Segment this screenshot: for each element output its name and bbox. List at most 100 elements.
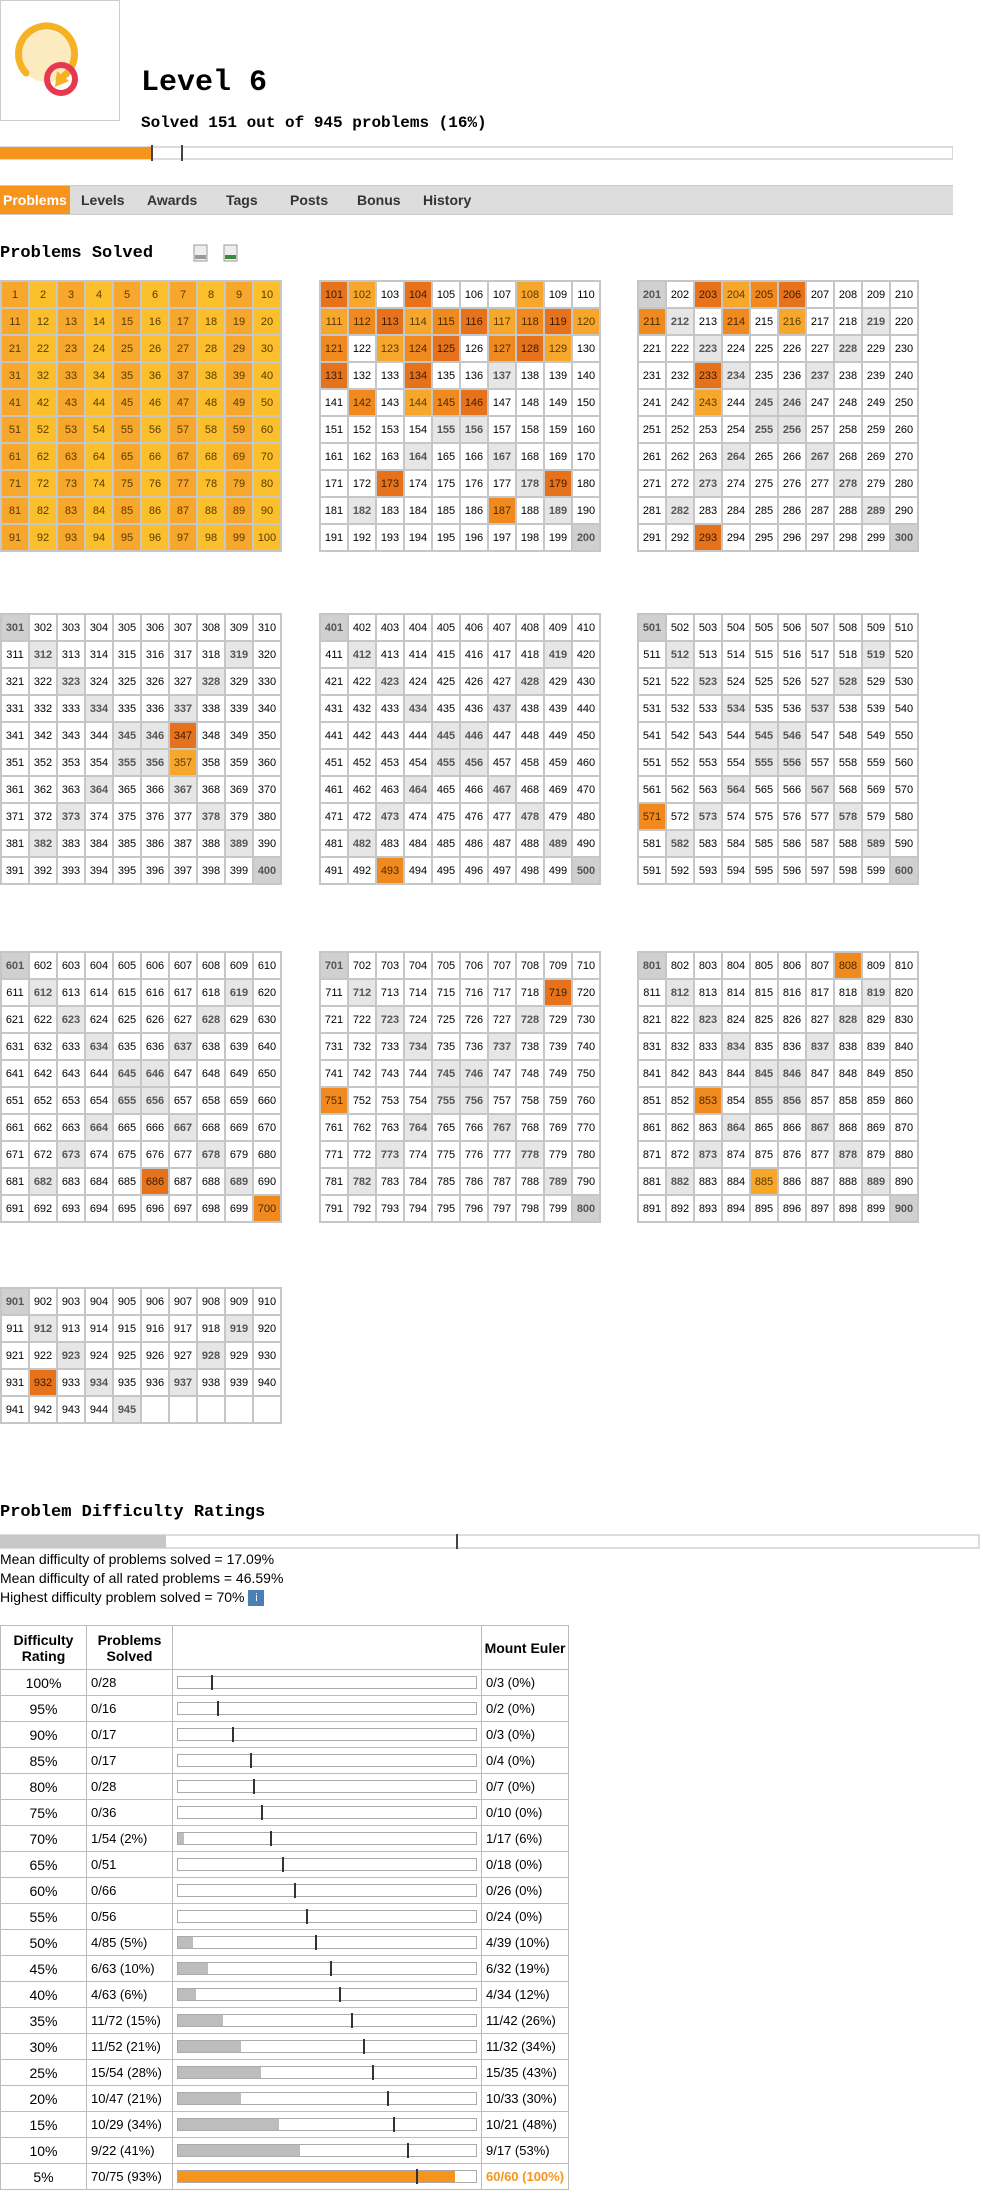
problem-cell[interactable]: 165: [433, 444, 459, 469]
problem-cell[interactable]: 69: [226, 444, 252, 469]
problem-cell[interactable]: 787: [489, 1169, 515, 1194]
problem-cell[interactable]: 875: [751, 1142, 777, 1167]
problem-cell[interactable]: 617: [170, 980, 196, 1005]
problem-cell[interactable]: 93: [58, 525, 84, 550]
problem-cell[interactable]: 174: [405, 471, 431, 496]
problem-cell[interactable]: 268: [835, 444, 861, 469]
problem-cell[interactable]: 123: [377, 336, 403, 361]
problem-cell[interactable]: 817: [807, 980, 833, 1005]
problem-cell[interactable]: 384: [86, 831, 112, 856]
problem-cell[interactable]: 191: [321, 525, 347, 550]
problem-cell[interactable]: 517: [807, 642, 833, 667]
problem-cell[interactable]: 703: [377, 953, 403, 978]
problem-cell[interactable]: 59: [226, 417, 252, 442]
problem-cell[interactable]: 465: [433, 777, 459, 802]
problem-cell[interactable]: 672: [30, 1142, 56, 1167]
problem-cell[interactable]: 656: [142, 1088, 168, 1113]
problem-cell[interactable]: 740: [573, 1034, 599, 1059]
problem-cell[interactable]: 128: [517, 336, 543, 361]
problem-cell[interactable]: 550: [891, 723, 917, 748]
problem-cell[interactable]: 539: [863, 696, 889, 721]
problem-cell[interactable]: 47: [170, 390, 196, 415]
problem-cell[interactable]: 241: [639, 390, 665, 415]
problem-cell[interactable]: 802: [667, 953, 693, 978]
problem-cell[interactable]: 533: [695, 696, 721, 721]
problem-cell[interactable]: 870: [891, 1115, 917, 1140]
problem-cell[interactable]: 816: [779, 980, 805, 1005]
problem-cell[interactable]: 211: [639, 309, 665, 334]
problem-cell[interactable]: 295: [751, 525, 777, 550]
problem-cell[interactable]: 890: [891, 1169, 917, 1194]
problem-cell[interactable]: 662: [30, 1115, 56, 1140]
problem-cell[interactable]: 565: [751, 777, 777, 802]
problem-cell[interactable]: 219: [863, 309, 889, 334]
problem-cell[interactable]: 772: [349, 1142, 375, 1167]
problem-cell[interactable]: 168: [517, 444, 543, 469]
problem-cell[interactable]: 196: [461, 525, 487, 550]
problem-cell[interactable]: 940: [254, 1370, 280, 1395]
problem-cell[interactable]: 563: [695, 777, 721, 802]
problem-cell[interactable]: 530: [891, 669, 917, 694]
problem-cell[interactable]: 175: [433, 471, 459, 496]
problem-cell[interactable]: 143: [377, 390, 403, 415]
problem-cell[interactable]: 27: [170, 336, 196, 361]
problem-cell[interactable]: 774: [405, 1142, 431, 1167]
problem-cell[interactable]: 523: [695, 669, 721, 694]
problem-cell[interactable]: 113: [377, 309, 403, 334]
problem-cell[interactable]: 682: [30, 1169, 56, 1194]
problem-cell[interactable]: 297: [807, 525, 833, 550]
problem-cell[interactable]: 63: [58, 444, 84, 469]
problem-cell[interactable]: 9: [226, 282, 252, 307]
problem-cell[interactable]: 813: [695, 980, 721, 1005]
problem-cell[interactable]: 228: [835, 336, 861, 361]
problem-cell[interactable]: 788: [517, 1169, 543, 1194]
problem-cell[interactable]: 922: [30, 1343, 56, 1368]
problem-cell[interactable]: 729: [545, 1007, 571, 1032]
problem-cell[interactable]: 193: [377, 525, 403, 550]
problem-cell[interactable]: 665: [114, 1115, 140, 1140]
problem-cell[interactable]: 239: [863, 363, 889, 388]
problem-cell[interactable]: 89: [226, 498, 252, 523]
problem-cell[interactable]: 680: [254, 1142, 280, 1167]
problem-cell[interactable]: 84: [86, 498, 112, 523]
problem-cell[interactable]: 186: [461, 498, 487, 523]
problem-cell[interactable]: 509: [863, 615, 889, 640]
problem-cell[interactable]: 271: [639, 471, 665, 496]
problem-cell[interactable]: 758: [517, 1088, 543, 1113]
problem-cell[interactable]: 587: [807, 831, 833, 856]
problem-cell[interactable]: 232: [667, 363, 693, 388]
problem-cell[interactable]: 745: [433, 1061, 459, 1086]
problem-cell[interactable]: 76: [142, 471, 168, 496]
problem-cell[interactable]: 51: [2, 417, 28, 442]
problem-cell[interactable]: 720: [573, 980, 599, 1005]
problem-cell[interactable]: 744: [405, 1061, 431, 1086]
problem-cell[interactable]: 407: [489, 615, 515, 640]
problem-cell[interactable]: 442: [349, 723, 375, 748]
problem-cell[interactable]: 806: [779, 953, 805, 978]
problem-cell[interactable]: 503: [695, 615, 721, 640]
problem-cell[interactable]: 485: [433, 831, 459, 856]
problem-cell[interactable]: 616: [142, 980, 168, 1005]
problem-cell[interactable]: 221: [639, 336, 665, 361]
problem-cell[interactable]: 231: [639, 363, 665, 388]
problem-cell[interactable]: 92: [30, 525, 56, 550]
problem-cell[interactable]: 167: [489, 444, 515, 469]
problem-cell[interactable]: 590: [891, 831, 917, 856]
problem-cell[interactable]: 179: [545, 471, 571, 496]
problem-cell[interactable]: 121: [321, 336, 347, 361]
problem-cell[interactable]: 868: [835, 1115, 861, 1140]
problem-cell[interactable]: 242: [667, 390, 693, 415]
problem-cell[interactable]: 299: [863, 525, 889, 550]
problem-cell[interactable]: 748: [517, 1061, 543, 1086]
problem-cell[interactable]: 489: [545, 831, 571, 856]
problem-cell[interactable]: 487: [489, 831, 515, 856]
problem-cell[interactable]: 162: [349, 444, 375, 469]
problem-cell[interactable]: 466: [461, 777, 487, 802]
problem-cell[interactable]: 598: [835, 858, 861, 883]
problem-cell[interactable]: 408: [517, 615, 543, 640]
problem-cell[interactable]: 808: [835, 953, 861, 978]
problem-cell[interactable]: 595: [751, 858, 777, 883]
problem-cell[interactable]: 897: [807, 1196, 833, 1221]
problem-cell[interactable]: 858: [835, 1088, 861, 1113]
problem-cell[interactable]: 234: [723, 363, 749, 388]
